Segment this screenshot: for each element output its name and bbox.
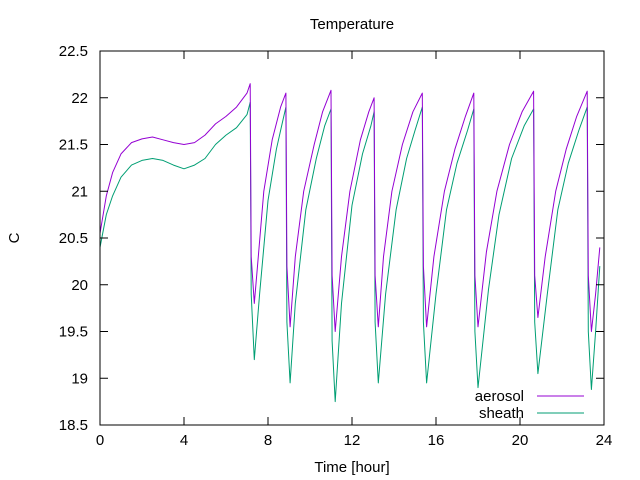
y-tick-label: 22 — [71, 90, 88, 107]
y-tick-label: 18.5 — [59, 417, 88, 434]
x-tick-label: 20 — [512, 432, 529, 449]
y-tick-label: 20.5 — [59, 230, 88, 247]
y-tick-label: 19 — [71, 370, 88, 387]
legend-label-aerosol: aerosol — [475, 388, 524, 405]
ticks-layer: 0 4 8 12 16 20 24 18.5 19 19.5 20 20.5 21 21.5 22 22.5 — [59, 43, 613, 449]
y-tick-label: 20 — [71, 277, 88, 294]
x-tick-label: 24 — [596, 432, 613, 449]
y-tick-label: 22.5 — [59, 43, 88, 60]
y-tick-label: 21 — [71, 183, 88, 200]
y-tick-label: 19.5 — [59, 324, 88, 341]
x-tick-label: 8 — [264, 432, 272, 449]
x-tick-label: 4 — [180, 432, 188, 449]
x-tick-label: 0 — [96, 432, 104, 449]
x-tick-label: 12 — [344, 432, 361, 449]
chart-title: Temperature — [310, 16, 394, 33]
y-axis-label: C — [6, 232, 23, 243]
series-line-sheath — [99, 101, 601, 403]
x-axis-label: Time [hour] — [314, 459, 389, 476]
legend-label-sheath: sheath — [479, 405, 524, 422]
series-line-aerosol — [99, 83, 601, 332]
y-tick-label: 21.5 — [59, 137, 88, 154]
x-tick-label: 16 — [428, 432, 445, 449]
series-layer — [99, 83, 601, 403]
